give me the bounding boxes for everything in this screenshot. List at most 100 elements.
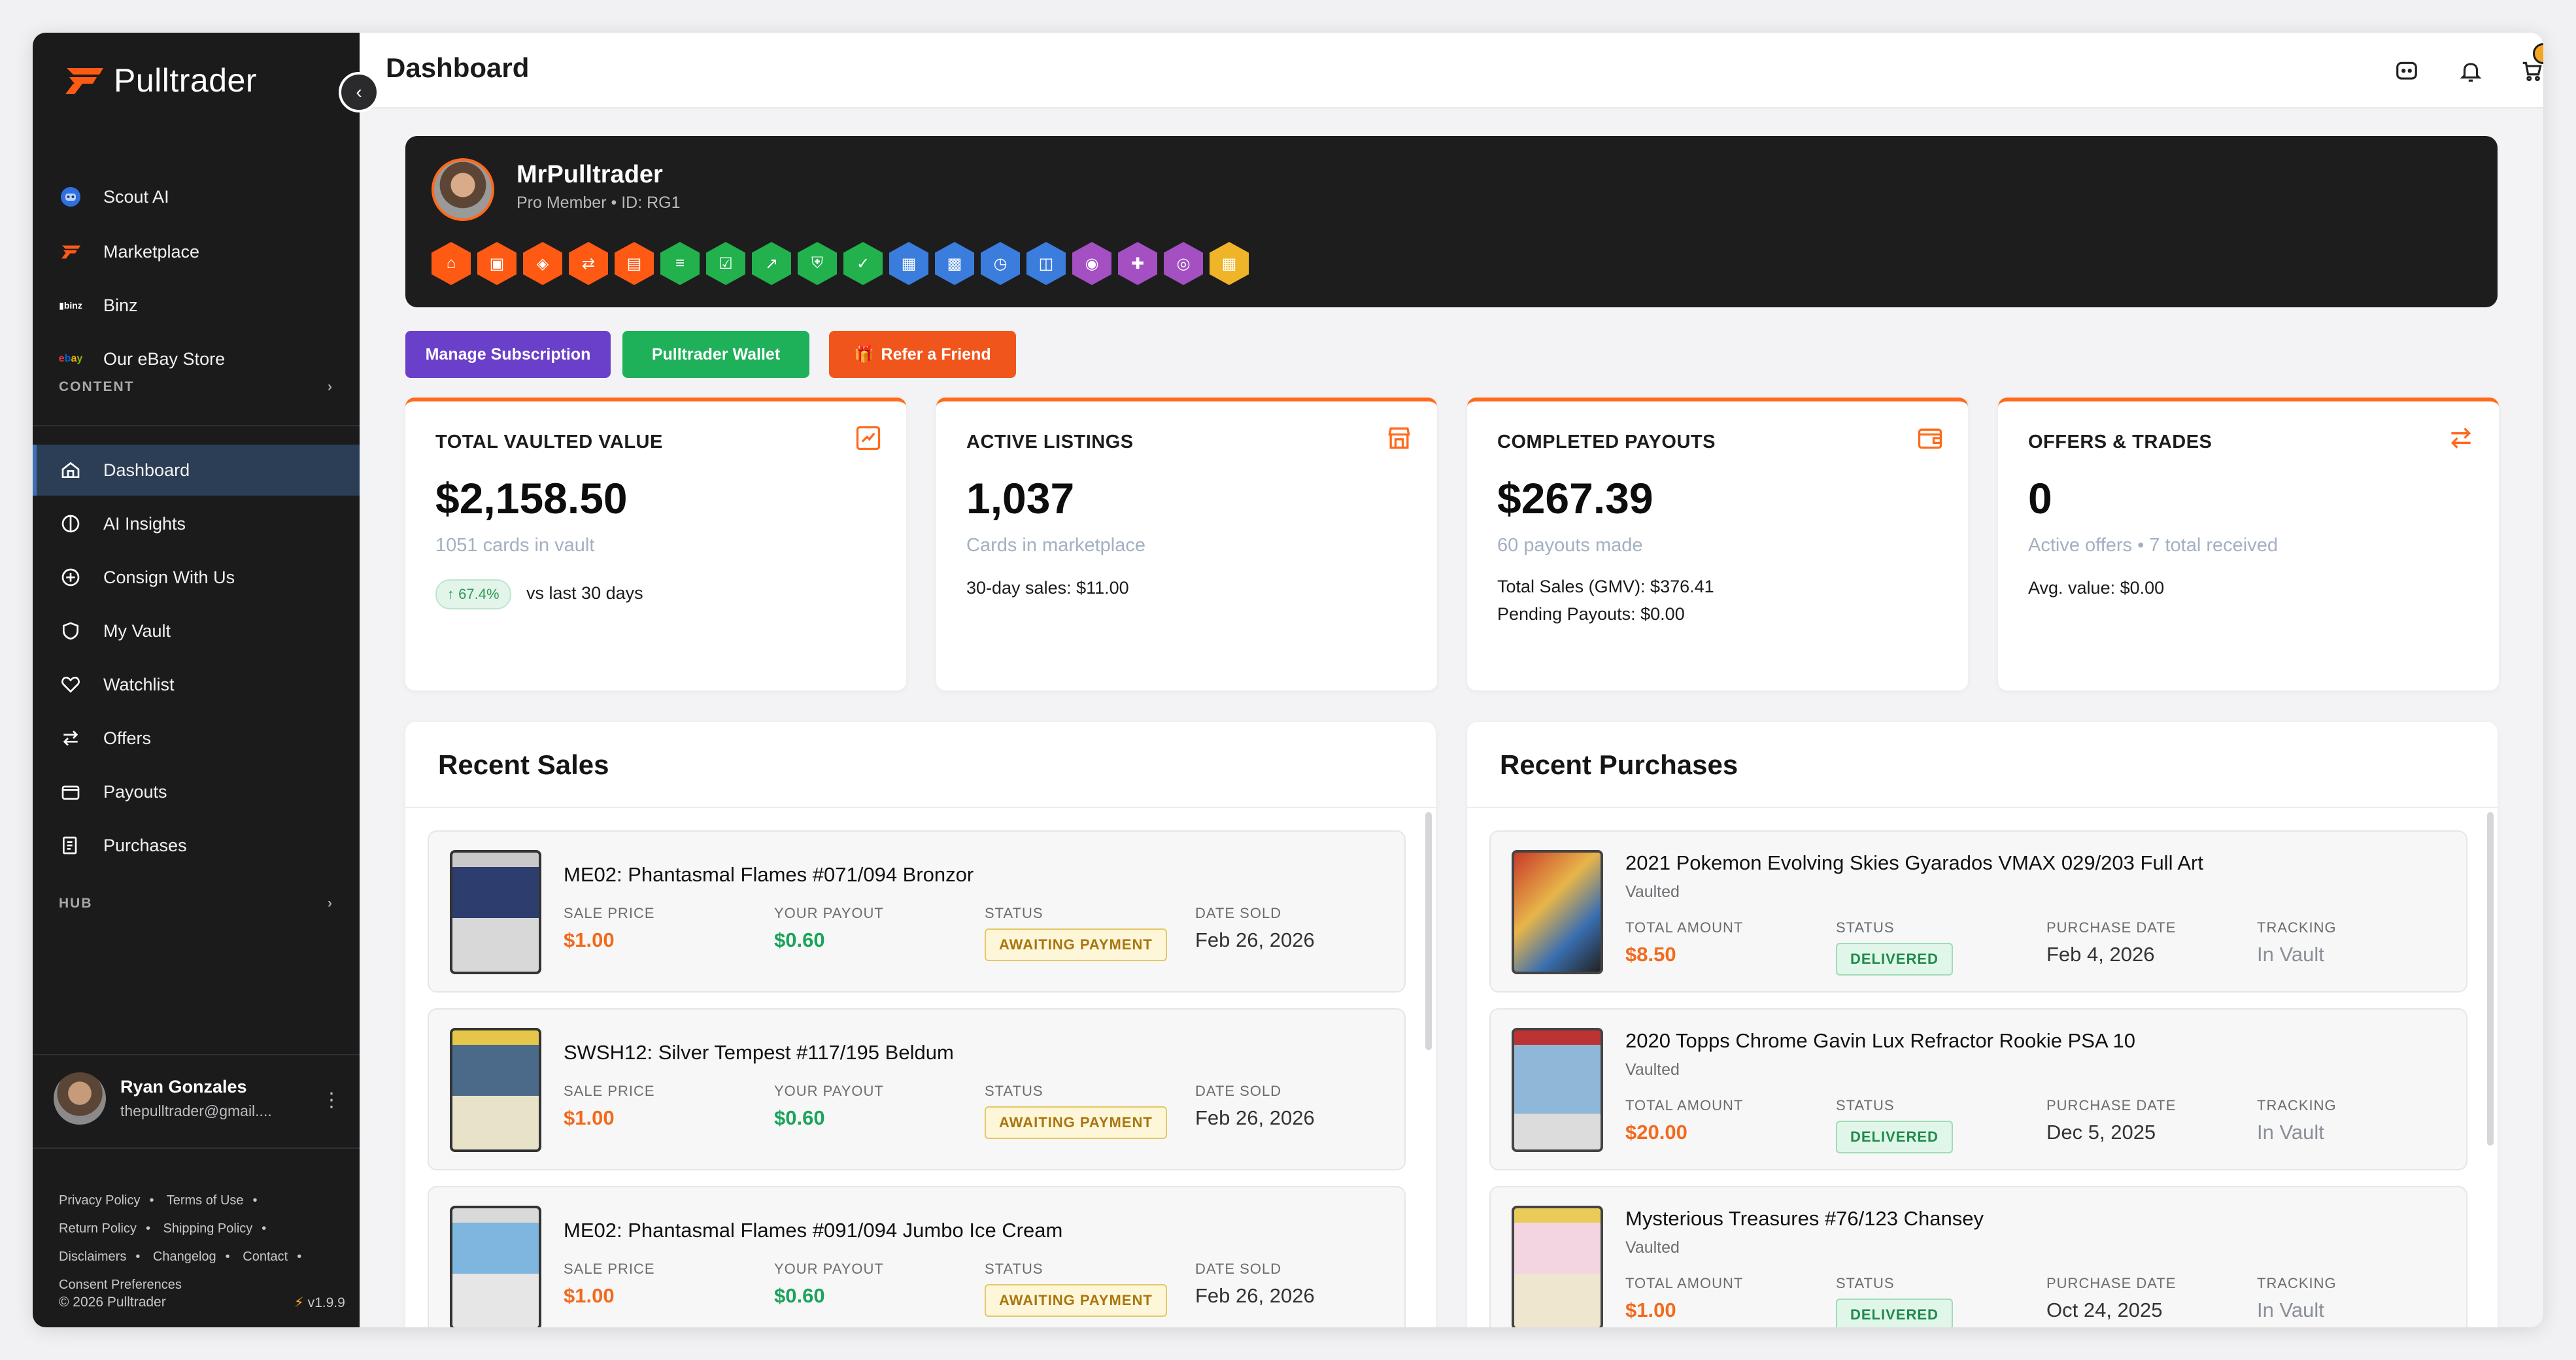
purchase-item[interactable]: 2020 Topps Chrome Gavin Lux Refractor Ro… [1489,1008,2467,1170]
stat-card-active-listings[interactable]: ACTIVE LISTINGS 1,037 Cards in marketpla… [936,398,1437,690]
scrollbar[interactable] [2487,812,2494,1146]
achievement-badge-icon[interactable]: ◷ [981,242,1020,285]
achievement-badge-icon[interactable]: ▩ [935,242,974,285]
sale-item[interactable]: SWSH12: Silver Tempest #117/195 Beldum S… [428,1008,1406,1170]
achievement-badge-icon[interactable]: ✓ [843,242,883,285]
payout-col: YOUR PAYOUT $0.60 [774,1083,884,1130]
purchase-subtitle: Vaulted [1625,1238,1680,1257]
stat-card-completed-payouts[interactable]: COMPLETED PAYOUTS $267.39 60 payouts mad… [1467,398,1968,690]
chat-icon[interactable] [2393,58,2420,85]
arrow-up-icon: ↑ [447,586,459,602]
footer-separator: • [145,1221,150,1236]
shield-icon [59,619,82,643]
sidebar-item-ai-insights[interactable]: AI Insights [33,498,360,549]
footer-link-changelog[interactable]: Changelog [152,1250,216,1264]
collapse-sidebar-button[interactable]: ‹ [339,72,379,112]
brand-logo[interactable]: Pulltrader [60,51,257,110]
status-col: STATUS AWAITING PAYMENT [985,1083,1167,1139]
tracking-col: TRACKING In Vault [2257,1275,2337,1322]
achievement-badge-icon[interactable]: ☑ [706,242,745,285]
pulltrader-logo-icon: ⚡ [294,1295,304,1310]
purchase-item[interactable]: Mysterious Treasures #76/123 Chansey Vau… [1489,1186,2467,1327]
manage-subscription-button[interactable]: Manage Subscription [405,331,611,378]
page-title: Dashboard [386,52,530,83]
sidebar-item-label: Dashboard [103,460,190,480]
section-label: HUB [59,896,93,911]
refer-friend-button[interactable]: 🎁 Refer a Friend [829,331,1016,378]
achievement-badge-icon[interactable]: ◉ [1072,242,1111,285]
pulltrader-wallet-button[interactable]: Pulltrader Wallet [622,331,809,378]
sidebar-item-marketplace[interactable]: Marketplace [33,226,360,277]
footer-link-terms[interactable]: Terms of Use [166,1193,244,1208]
date-col: DATE SOLD Feb 26, 2026 [1195,1083,1315,1130]
scrollbar[interactable] [1425,812,1432,1050]
footer-link-contact[interactable]: Contact [243,1250,288,1264]
sale-price-col: SALE PRICE $1.00 [564,905,655,952]
sidebar-item-offers[interactable]: Offers [33,713,360,764]
stat-card-vaulted-value[interactable]: TOTAL VAULTED VALUE $2,158.50 1051 cards… [405,398,906,690]
sidebar-item-my-vault[interactable]: My Vault [33,605,360,656]
achievement-badge-icon[interactable]: ▦ [889,242,928,285]
amount-col: TOTAL AMOUNT $8.50 [1625,919,1743,966]
sidebar-item-consign[interactable]: Consign With Us [33,552,360,603]
card-thumbnail [1512,1028,1603,1152]
section-hub-toggle[interactable]: HUB › [59,896,333,911]
achievement-badge-icon[interactable]: ◈ [523,242,562,285]
sale-item[interactable]: ME02: Phantasmal Flames #091/094 Jumbo I… [428,1186,1406,1327]
stat-subtitle: Active offers • 7 total received [2028,535,2278,556]
cart-icon[interactable] [2518,58,2543,85]
sidebar-item-purchases[interactable]: Purchases [33,820,360,871]
sidebar-item-label: Consign With Us [103,567,235,587]
stat-card-offers-trades[interactable]: OFFERS & TRADES 0 Active offers • 7 tota… [1998,398,2499,690]
footer-link-shipping[interactable]: Shipping Policy [163,1221,253,1236]
achievement-badge-icon[interactable]: ▤ [615,242,654,285]
button-label: Pulltrader Wallet [651,345,781,364]
achievement-badge-icon[interactable]: ⛨ [798,242,837,285]
more-vertical-icon[interactable]: ⋮ [322,1089,341,1111]
sale-item[interactable]: ME02: Phantasmal Flames #071/094 Bronzor… [428,830,1406,993]
sidebar-item-binz[interactable]: ▮binz Binz [33,280,360,331]
purchase-title: 2020 Topps Chrome Gavin Lux Refractor Ro… [1625,1029,2136,1052]
chevron-left-icon: ‹ [356,82,362,102]
wallet-icon [1918,428,1942,449]
field-label: STATUS [985,1083,1043,1099]
achievement-badge-icon[interactable]: ▦ [1210,242,1249,285]
achievement-badge-icon[interactable]: ⌂ [432,242,471,285]
achievement-badge-icon[interactable]: ≡ [660,242,700,285]
achievement-badge-icon[interactable]: ◫ [1026,242,1066,285]
achievement-badge-icon[interactable]: ⇄ [569,242,608,285]
sidebar-item-scout-ai[interactable]: Scout AI [33,171,360,222]
user-profile[interactable]: Ryan Gonzales thepulltrader@gmail.... ⋮ [54,1069,341,1128]
achievement-badge-icon[interactable]: ↗ [752,242,791,285]
sidebar-item-payouts[interactable]: Payouts [33,766,360,817]
bell-icon[interactable] [2457,58,2484,85]
sidebar-item-label: Binz [103,295,138,315]
status-badge: DELIVERED [1836,943,1953,976]
binz-logo-icon: ▮binz [59,299,82,311]
sidebar-item-watchlist[interactable]: Watchlist [33,659,360,710]
payout-amount: $0.60 [774,928,825,951]
sale-title: ME02: Phantasmal Flames #091/094 Jumbo I… [564,1219,1063,1242]
section-content-toggle[interactable]: CONTENT › [59,379,333,395]
card-thumbnail [1512,1206,1603,1327]
footer-link-consent[interactable]: Consent Preferences [59,1278,182,1292]
field-label: STATUS [1836,1275,1895,1291]
field-label: YOUR PAYOUT [774,1083,884,1099]
tracking-col: TRACKING In Vault [2257,919,2337,966]
purchase-title: 2021 Pokemon Evolving Skies Gyarados VMA… [1625,851,2203,874]
achievement-badge-icon[interactable]: ✚ [1118,242,1157,285]
date-col: DATE SOLD Feb 26, 2026 [1195,1261,1315,1308]
sidebar-item-dashboard[interactable]: Dashboard [33,445,360,496]
stat-title: TOTAL VAULTED VALUE [435,432,663,452]
footer-link-privacy[interactable]: Privacy Policy [59,1193,141,1208]
status-badge: AWAITING PAYMENT [985,1284,1167,1317]
tracking-status: In Vault [2257,1299,2324,1321]
achievement-badge-icon[interactable]: ▣ [477,242,517,285]
footer-link-disclaimers[interactable]: Disclaimers [59,1250,127,1264]
field-label: TOTAL AMOUNT [1625,919,1744,936]
purchase-item[interactable]: 2021 Pokemon Evolving Skies Gyarados VMA… [1489,830,2467,993]
amount-col: TOTAL AMOUNT $1.00 [1625,1275,1743,1322]
footer-link-return[interactable]: Return Policy [59,1221,137,1236]
achievement-badge-icon[interactable]: ◎ [1164,242,1203,285]
